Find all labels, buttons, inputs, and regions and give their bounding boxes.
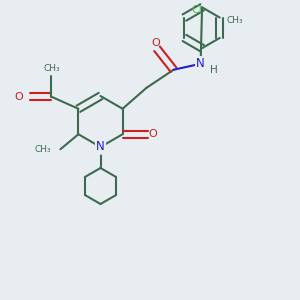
Text: O: O <box>151 38 160 48</box>
Text: CH₃: CH₃ <box>35 145 51 154</box>
Text: N: N <box>196 57 205 70</box>
Text: Cl: Cl <box>191 5 202 15</box>
Text: O: O <box>14 92 23 102</box>
Text: H: H <box>210 65 218 75</box>
Text: O: O <box>148 129 157 139</box>
Text: CH₃: CH₃ <box>43 64 60 73</box>
Text: CH₃: CH₃ <box>226 16 243 25</box>
Text: N: N <box>96 140 105 154</box>
